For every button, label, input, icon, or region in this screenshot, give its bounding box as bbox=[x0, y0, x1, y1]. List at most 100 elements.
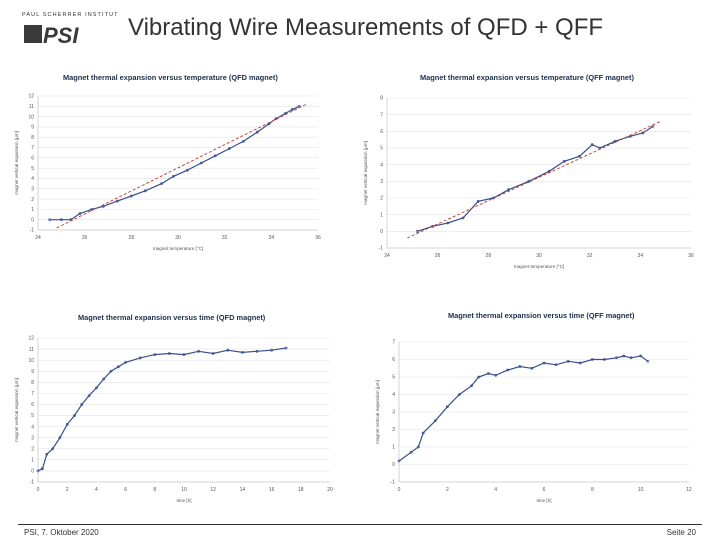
data-point bbox=[240, 351, 244, 354]
y-tick-label: 8 bbox=[31, 380, 34, 386]
data-series-line bbox=[37, 347, 287, 472]
x-tick-label: 32 bbox=[222, 235, 228, 241]
y-tick-label: 7 bbox=[31, 391, 34, 397]
data-point bbox=[255, 349, 259, 353]
data-point bbox=[431, 224, 435, 228]
data-point bbox=[213, 154, 217, 158]
chart-qfd-temperature: Magnet thermal expansion versus temperat… bbox=[8, 68, 338, 268]
y-tick-label: 0 bbox=[380, 229, 383, 235]
data-point bbox=[226, 348, 230, 352]
data-point bbox=[421, 431, 425, 435]
data-point bbox=[115, 199, 119, 203]
data-point bbox=[40, 467, 44, 471]
data-point bbox=[603, 358, 606, 361]
x-tick-label: 18 bbox=[298, 487, 304, 493]
chart-title: Magnet thermal expansion versus temperat… bbox=[420, 73, 635, 82]
y-tick-label: 4 bbox=[31, 176, 34, 182]
data-point bbox=[446, 221, 450, 225]
data-point bbox=[518, 365, 522, 368]
data-point bbox=[409, 450, 413, 454]
x-tick-label: 4 bbox=[95, 487, 98, 493]
y-tick-label: 2 bbox=[31, 446, 34, 452]
y-tick-label: 5 bbox=[380, 146, 383, 152]
y-tick-label: 0 bbox=[31, 469, 34, 475]
data-point bbox=[65, 423, 69, 426]
data-point bbox=[615, 356, 618, 360]
chart-title: Magnet thermal expansion versus time (QF… bbox=[78, 313, 266, 322]
y-tick-label: 8 bbox=[31, 135, 34, 141]
y-axis-label: magnet vertical expansion [µm] bbox=[375, 380, 380, 444]
data-point bbox=[160, 182, 164, 186]
data-point bbox=[542, 361, 546, 365]
x-axis-label: time [h] bbox=[536, 498, 551, 503]
data-point bbox=[590, 143, 594, 147]
data-point bbox=[124, 360, 128, 364]
data-point bbox=[45, 452, 49, 456]
data-point bbox=[641, 131, 645, 135]
data-point bbox=[199, 161, 203, 165]
y-tick-label: 5 bbox=[31, 166, 34, 172]
data-point bbox=[129, 194, 133, 198]
data-point bbox=[143, 189, 147, 193]
x-tick-label: 16 bbox=[269, 487, 275, 493]
data-point bbox=[461, 216, 465, 220]
x-axis-label: magnet temperature [°C] bbox=[153, 246, 203, 251]
y-tick-label: 6 bbox=[380, 129, 383, 135]
data-point bbox=[554, 363, 558, 367]
footer-page-number: Seite 20 bbox=[666, 528, 696, 537]
x-tick-label: 20 bbox=[327, 487, 333, 493]
data-series-line bbox=[49, 105, 300, 221]
data-point bbox=[138, 356, 142, 360]
data-point bbox=[182, 353, 186, 357]
data-point bbox=[197, 349, 201, 353]
y-tick-label: 7 bbox=[392, 340, 395, 346]
chart-qfd-time: Magnet thermal expansion versus time (QF… bbox=[8, 306, 343, 506]
data-point bbox=[639, 354, 643, 358]
x-tick-label: 36 bbox=[315, 235, 321, 241]
data-point bbox=[458, 393, 461, 396]
data-series-line bbox=[417, 125, 654, 232]
y-tick-label: 3 bbox=[380, 179, 383, 185]
data-point bbox=[476, 199, 480, 203]
x-tick-label: 30 bbox=[175, 235, 181, 241]
data-point bbox=[80, 403, 84, 406]
data-point bbox=[416, 229, 419, 233]
y-tick-label: 3 bbox=[31, 435, 34, 441]
chart-title: Magnet thermal expansion versus temperat… bbox=[63, 73, 278, 82]
data-point bbox=[530, 366, 534, 370]
x-tick-label: 28 bbox=[486, 253, 492, 259]
y-tick-label: -1 bbox=[30, 480, 35, 486]
y-axis-label: magnet vertical expansion [µm] bbox=[363, 141, 368, 205]
y-tick-label: 0 bbox=[31, 217, 34, 223]
data-point bbox=[36, 469, 40, 473]
data-point bbox=[477, 375, 481, 379]
data-point bbox=[102, 377, 106, 381]
x-axis-label: time [h] bbox=[176, 498, 191, 503]
chart-title: Magnet thermal expansion versus time (QF… bbox=[448, 311, 635, 320]
data-point bbox=[59, 218, 63, 222]
x-tick-label: 12 bbox=[210, 487, 216, 493]
y-tick-label: 5 bbox=[31, 413, 34, 419]
data-point bbox=[470, 384, 473, 388]
data-point bbox=[290, 108, 294, 111]
data-point bbox=[109, 369, 113, 373]
data-point bbox=[445, 405, 449, 409]
x-tick-label: 26 bbox=[435, 253, 441, 259]
data-point bbox=[241, 139, 245, 143]
footer-divider bbox=[18, 524, 702, 525]
y-tick-label: 2 bbox=[392, 427, 395, 433]
y-tick-label: 3 bbox=[392, 410, 395, 416]
y-tick-label: 3 bbox=[31, 186, 34, 192]
data-point bbox=[507, 188, 511, 192]
y-tick-label: 9 bbox=[31, 125, 34, 131]
x-tick-label: 28 bbox=[129, 235, 135, 241]
y-tick-label: 10 bbox=[28, 114, 34, 120]
y-tick-label: 1 bbox=[380, 212, 383, 218]
y-axis-label: magnet vertical expansion [µm] bbox=[14, 131, 19, 195]
data-point bbox=[506, 368, 510, 372]
x-tick-label: 14 bbox=[240, 487, 246, 493]
x-tick-label: 24 bbox=[35, 235, 41, 241]
x-tick-label: 8 bbox=[591, 487, 594, 493]
y-axis-label: magnet vertical expansion [µm] bbox=[14, 378, 19, 442]
data-point bbox=[284, 346, 288, 350]
